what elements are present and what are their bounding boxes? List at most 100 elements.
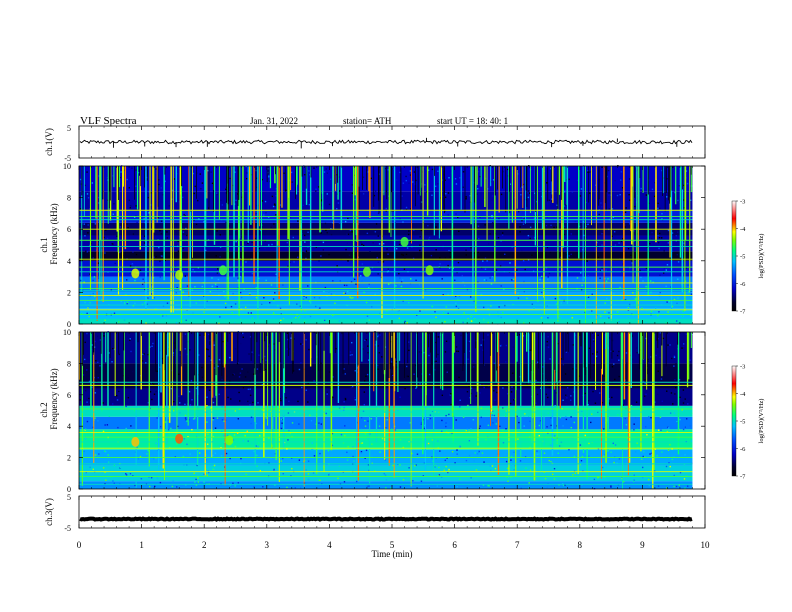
speckle bbox=[502, 170, 505, 173]
speckle bbox=[554, 404, 556, 407]
speckle bbox=[298, 423, 300, 425]
speckle bbox=[477, 225, 480, 227]
speckle bbox=[219, 246, 222, 248]
speckle bbox=[320, 230, 323, 232]
speckle bbox=[362, 348, 364, 350]
speckle bbox=[512, 432, 514, 434]
speckle bbox=[641, 466, 644, 469]
speckle bbox=[557, 452, 559, 454]
speckle bbox=[111, 361, 113, 363]
speckle bbox=[89, 301, 91, 304]
speckle bbox=[320, 423, 323, 425]
speckle bbox=[611, 366, 614, 368]
speckle bbox=[475, 238, 478, 240]
speckle bbox=[650, 317, 653, 319]
speckle bbox=[152, 342, 154, 345]
speckle bbox=[600, 202, 602, 204]
speckle bbox=[628, 305, 631, 307]
speckle bbox=[625, 352, 628, 354]
speckle bbox=[336, 207, 338, 210]
speckle bbox=[491, 199, 493, 201]
speckle bbox=[661, 217, 663, 220]
speckle bbox=[189, 349, 191, 351]
speckle bbox=[259, 434, 261, 437]
speckle bbox=[348, 254, 351, 256]
speckle bbox=[562, 445, 564, 447]
speckle bbox=[518, 421, 520, 424]
speckle bbox=[228, 383, 231, 385]
speckle bbox=[618, 242, 620, 244]
speckle bbox=[262, 358, 264, 361]
speckle bbox=[397, 409, 399, 411]
spectral-band bbox=[79, 481, 693, 489]
speckle bbox=[362, 193, 365, 195]
speckle bbox=[570, 416, 572, 418]
speckle bbox=[351, 192, 354, 194]
frequency-tick-label: 4 bbox=[67, 257, 71, 266]
speckle bbox=[673, 355, 676, 357]
speckle bbox=[249, 394, 252, 397]
speckle bbox=[459, 445, 461, 448]
speckle bbox=[441, 433, 443, 435]
speckle bbox=[215, 192, 218, 194]
speckle bbox=[252, 401, 254, 404]
speckle bbox=[678, 322, 681, 324]
speckle bbox=[684, 487, 686, 489]
speckle bbox=[433, 361, 436, 363]
speckle bbox=[596, 241, 598, 244]
speckle bbox=[469, 397, 471, 399]
speckle bbox=[97, 275, 99, 278]
speckle bbox=[371, 306, 373, 308]
speckle bbox=[354, 464, 357, 467]
speckle bbox=[132, 251, 134, 253]
speckle bbox=[227, 396, 229, 399]
speckle bbox=[280, 460, 283, 462]
no-data-strip bbox=[692, 332, 705, 489]
speckle bbox=[265, 359, 267, 362]
speckle bbox=[651, 468, 653, 470]
speckle bbox=[619, 286, 621, 289]
speckle bbox=[488, 356, 491, 358]
speckle bbox=[580, 289, 583, 291]
speckle bbox=[450, 254, 453, 257]
speckle bbox=[351, 231, 353, 233]
speckle bbox=[416, 453, 419, 455]
speckle bbox=[104, 319, 106, 321]
speckle bbox=[547, 336, 549, 338]
speckle bbox=[579, 444, 582, 446]
speckle bbox=[123, 301, 126, 304]
speckle bbox=[203, 473, 205, 475]
speckle bbox=[424, 424, 426, 427]
speckle bbox=[286, 486, 288, 489]
speckle bbox=[263, 297, 265, 299]
speckle bbox=[549, 358, 551, 360]
speckle bbox=[283, 172, 285, 174]
speckle bbox=[487, 321, 489, 324]
speckle bbox=[264, 368, 267, 371]
speckle bbox=[675, 363, 677, 365]
speckle bbox=[273, 203, 276, 205]
speckle bbox=[460, 334, 462, 337]
speckle bbox=[620, 240, 623, 243]
speckle bbox=[687, 403, 689, 405]
speckle bbox=[283, 441, 286, 444]
speckle bbox=[543, 471, 546, 473]
speckle bbox=[234, 321, 236, 324]
speckle bbox=[275, 214, 277, 216]
speckle bbox=[91, 386, 93, 389]
speckle bbox=[619, 334, 622, 336]
speckle bbox=[387, 270, 390, 272]
speckle bbox=[182, 247, 184, 250]
speckle bbox=[336, 265, 338, 267]
speckle bbox=[553, 226, 555, 229]
speckle bbox=[644, 426, 647, 428]
speckle bbox=[271, 243, 273, 246]
speckle bbox=[524, 456, 527, 458]
speckle bbox=[119, 176, 122, 179]
speckle bbox=[478, 256, 480, 258]
speckle bbox=[115, 394, 118, 397]
speckle bbox=[289, 216, 292, 219]
speckle bbox=[501, 232, 504, 234]
speckle bbox=[240, 244, 242, 246]
speckle bbox=[465, 196, 467, 198]
